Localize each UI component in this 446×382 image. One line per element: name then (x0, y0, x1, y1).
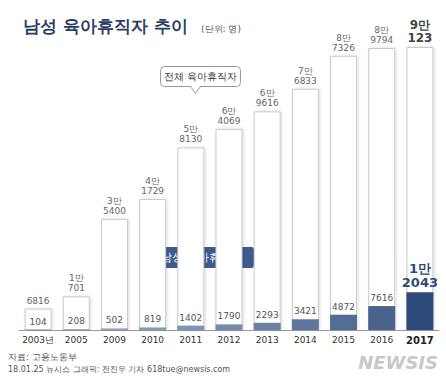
svg-text:502: 502 (106, 315, 123, 325)
svg-text:2016: 2016 (370, 335, 393, 345)
svg-text:3421: 3421 (294, 306, 317, 316)
svg-text:3만: 3만 (107, 196, 122, 206)
svg-text:2015: 2015 (332, 335, 355, 345)
svg-text:701: 701 (68, 283, 85, 293)
svg-text:7326: 7326 (332, 43, 355, 53)
svg-text:9794: 9794 (370, 35, 393, 45)
svg-text:2005: 2005 (65, 335, 88, 345)
svg-text:123: 123 (407, 31, 432, 45)
svg-text:NEWSIS: NEWSIS (358, 352, 438, 373)
svg-text:2017: 2017 (406, 335, 434, 346)
svg-text:208: 208 (68, 316, 85, 326)
svg-text:2014: 2014 (294, 335, 317, 345)
svg-text:전체 육아휴직자: 전체 육아휴직자 (164, 71, 237, 82)
svg-text:4872: 4872 (332, 302, 355, 312)
svg-text:2011: 2011 (179, 335, 202, 345)
svg-text:1729: 1729 (141, 186, 164, 196)
svg-text:4만: 4만 (145, 176, 160, 186)
svg-text:1402: 1402 (179, 313, 202, 323)
svg-text:2043: 2043 (402, 275, 438, 290)
svg-text:7616: 7616 (370, 293, 393, 303)
svg-text:2010: 2010 (141, 335, 164, 345)
svg-text:남성 육아휴직자 추이: 남성 육아휴직자 추이 (23, 16, 188, 36)
svg-text:1만: 1만 (69, 273, 84, 283)
svg-text:6816: 6816 (27, 296, 50, 306)
svg-text:819: 819 (144, 314, 161, 324)
svg-text:6만: 6만 (222, 106, 237, 116)
svg-text:9만: 9만 (410, 18, 430, 32)
svg-text:18.01.25 뉴시스 그래픽: 전진우 기자 618tu: 18.01.25 뉴시스 그래픽: 전진우 기자 618tue@newsis.c… (8, 365, 230, 374)
svg-text:8130: 8130 (179, 134, 202, 144)
svg-text:5만: 5만 (183, 124, 198, 134)
svg-text:자료: 고용노동부: 자료: 고용노동부 (8, 352, 77, 362)
svg-text:6833: 6833 (294, 76, 317, 86)
svg-text:4069: 4069 (218, 116, 241, 126)
svg-text:5400: 5400 (103, 206, 126, 216)
svg-text:2003년: 2003년 (22, 335, 54, 345)
svg-text:2012: 2012 (218, 335, 241, 345)
svg-text:1790: 1790 (218, 311, 241, 321)
svg-text:8만: 8만 (374, 25, 389, 35)
svg-text:9616: 9616 (256, 98, 279, 108)
svg-text:(단위: 명): (단위: 명) (201, 24, 241, 34)
svg-text:1만: 1만 (409, 261, 431, 276)
svg-text:6만: 6만 (260, 88, 275, 98)
svg-text:7만: 7만 (298, 66, 313, 76)
svg-text:104: 104 (29, 317, 46, 327)
svg-text:2009: 2009 (103, 335, 126, 345)
svg-text:2013: 2013 (256, 335, 279, 345)
svg-text:8만: 8만 (336, 33, 351, 43)
svg-text:2293: 2293 (256, 310, 279, 320)
